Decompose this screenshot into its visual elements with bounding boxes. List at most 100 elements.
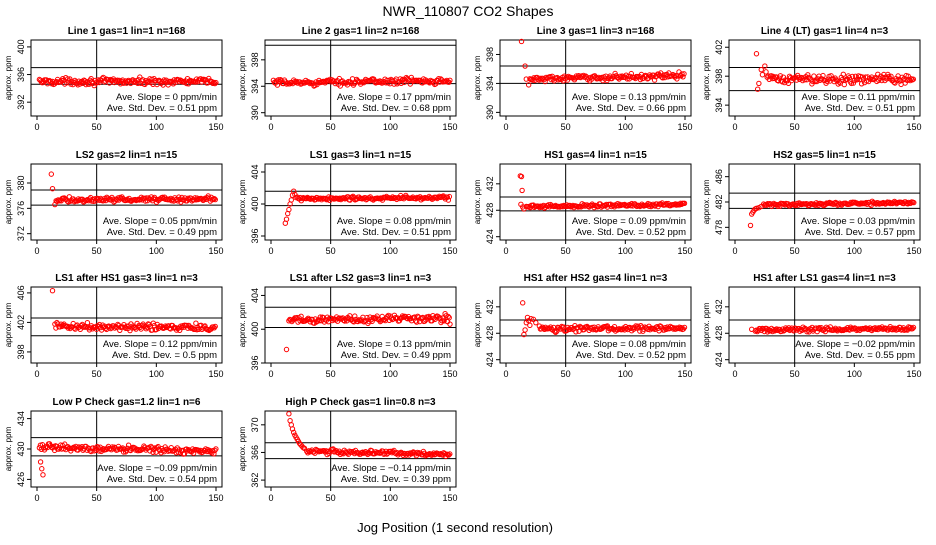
panel-title: LS1 after LS2 gas=3 lin=1 n=3 — [290, 273, 432, 284]
data-point — [162, 323, 169, 329]
x-tick-label: 50 — [92, 493, 102, 503]
y-axis-label: approx. ppm — [473, 302, 482, 347]
x-tick-label: 150 — [677, 122, 692, 132]
y-axis-label: approx. ppm — [4, 55, 13, 100]
y-axis-label: approx. ppm — [702, 302, 711, 347]
plot-frame — [30, 163, 223, 241]
x-tick-label: 100 — [383, 246, 398, 256]
data-point — [286, 411, 292, 417]
x-tick-label: 150 — [906, 369, 921, 379]
x-tick-label: 50 — [790, 369, 800, 379]
y-tick-label: 482 — [714, 194, 724, 209]
stddev-annotation: Ave. Std. Dev. = 0.49 ppm — [107, 227, 217, 238]
y-tick-label: 424 — [485, 352, 495, 367]
data-point — [777, 73, 784, 79]
y-tick-label: 398 — [250, 52, 260, 67]
panel-5: LS2 gas=2 lin=1 n=15 0 50 100 150 372 376 380ap… — [4, 150, 224, 256]
x-tick-label: 100 — [618, 246, 633, 256]
data-point — [436, 76, 442, 82]
x-tick-label: 150 — [208, 369, 223, 379]
y-tick-label: 426 — [16, 472, 26, 487]
data-point — [439, 318, 445, 324]
y-tick-label: 366 — [250, 445, 260, 460]
data-point — [135, 80, 141, 87]
x-tick-label: 150 — [906, 246, 921, 256]
x-tick-label: 0 — [732, 122, 737, 132]
x-tick-label: 100 — [618, 122, 633, 132]
x-tick-label: 0 — [34, 122, 39, 132]
data-point — [754, 86, 761, 92]
data-point — [193, 320, 199, 326]
data-point — [759, 72, 766, 78]
x-tick-label: 50 — [326, 493, 336, 503]
x-tick-label: 50 — [790, 246, 800, 256]
y-tick-label: 398 — [714, 69, 724, 84]
data-point — [331, 78, 337, 84]
slope-annotation: Ave. Slope = 0.09 ppm/min — [572, 216, 686, 227]
x-tick-label: 0 — [34, 246, 39, 256]
plot-frame — [30, 286, 223, 364]
plot-frame — [30, 39, 223, 117]
slope-annotation: Ave. Slope = 0 ppm/min — [116, 92, 217, 103]
data-point — [286, 206, 292, 213]
x-tick-label: 0 — [268, 246, 273, 256]
panel-10: LS1 after LS2 gas=3 lin=1 n=3 0 50 100 150 39… — [238, 273, 458, 379]
y-axis-label: approx. ppm — [238, 302, 247, 347]
y-tick-label: 424 — [714, 352, 724, 367]
slope-annotation: Ave. Slope = 0.08 ppm/min — [337, 216, 451, 227]
data-point — [522, 327, 528, 333]
data-point — [142, 198, 149, 204]
data-point — [551, 328, 558, 334]
data-point — [184, 322, 190, 329]
stddev-annotation: Ave. Std. Dev. = 0.57 ppm — [805, 227, 915, 238]
y-tick-label: 406 — [16, 285, 26, 300]
y-tick-label: 398 — [16, 344, 26, 359]
x-tick-label: 150 — [208, 493, 223, 503]
plot-frame — [264, 39, 457, 117]
y-axis-label: approx. ppm — [238, 55, 247, 100]
data-point — [422, 318, 428, 324]
figure-xlabel: Jog Position (1 second resolution) — [357, 520, 553, 535]
x-tick-label: 0 — [34, 493, 39, 503]
data-point — [447, 451, 453, 457]
data-point — [212, 196, 219, 203]
slope-annotation: Ave. Slope = 0.11 ppm/min — [802, 92, 915, 103]
panel-1: Line 1 gas=1 lin=1 n=168 0 50 100 150 392 396 4… — [4, 26, 224, 132]
panel-title: HS1 after HS2 gas=4 lin=1 n=3 — [524, 273, 668, 284]
panel-2: Line 2 gas=1 lin=2 n=168 0 50 100 150 390 394 3… — [238, 26, 458, 132]
stddev-annotation: Ave. Std. Dev. = 0.55 ppm — [805, 350, 915, 361]
data-point — [446, 315, 452, 321]
data-point — [409, 450, 415, 456]
data-point — [447, 321, 453, 327]
y-tick-label: 396 — [250, 228, 260, 243]
x-tick-label: 150 — [442, 369, 457, 379]
y-tick-label: 370 — [250, 417, 260, 432]
data-point — [283, 216, 290, 222]
y-tick-label: 428 — [714, 326, 724, 341]
panel-title: LS2 gas=2 lin=1 n=15 — [76, 150, 178, 161]
data-point — [211, 451, 217, 457]
y-axis-label: approx. ppm — [4, 302, 13, 347]
data-point — [288, 197, 294, 203]
panel-title: High P Check gas=1 lin=0.8 n=3 — [285, 397, 436, 408]
x-tick-label: 50 — [326, 122, 336, 132]
y-axis-label: approx. ppm — [702, 55, 711, 100]
slope-annotation: Ave. Slope = 0.08 ppm/min — [572, 339, 686, 350]
stddev-annotation: Ave. Std. Dev. = 0.49 ppm — [341, 350, 451, 361]
data-point — [765, 73, 771, 79]
slope-annotation: Ave. Slope = 0.05 ppm/min — [103, 216, 217, 227]
data-point — [290, 429, 297, 436]
data-point — [533, 319, 539, 326]
y-tick-label: 392 — [16, 95, 26, 110]
data-point — [527, 322, 533, 329]
data-point — [660, 75, 666, 81]
data-point — [812, 78, 818, 85]
data-point — [848, 80, 855, 87]
x-tick-label: 100 — [847, 122, 862, 132]
data-point — [84, 320, 91, 326]
panel-9: LS1 after HS1 gas=3 lin=1 n=3 0 50 100 150 39… — [4, 273, 224, 379]
data-point — [407, 81, 413, 87]
y-tick-label: 362 — [250, 473, 260, 488]
